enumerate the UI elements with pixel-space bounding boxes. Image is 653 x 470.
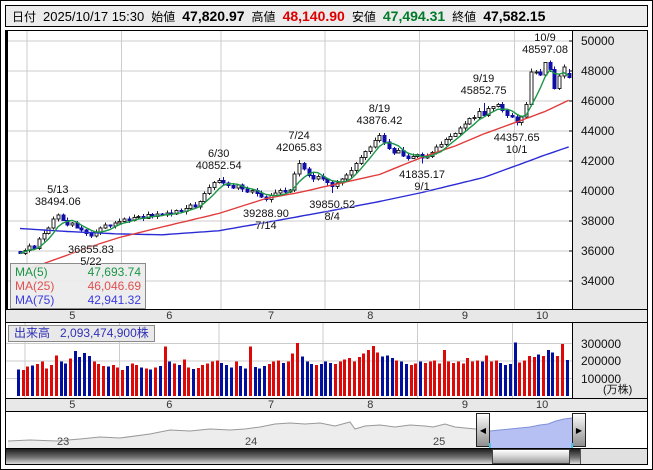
selection-start-marker xyxy=(489,443,491,450)
ma75-legend-row: MA(75) 42,941.32 xyxy=(15,293,141,307)
price-axis-label: 34000 xyxy=(581,274,615,288)
volume-chart-plot: 出来高 2,093,474,900株 xyxy=(6,323,572,398)
open-value: 47,820.97 xyxy=(182,8,245,24)
price-chart-plot: MA(5) 47,693.74 MA(25) 46,046.69 MA(75) … xyxy=(6,31,572,309)
month-label-9: 9 xyxy=(461,310,468,322)
volume-chart-row: 出来高 2,093,474,900株 300000 200000 100000 (万株… xyxy=(6,323,647,398)
ohlc-header: 日付 2025/10/17 15:30 始値 47,820.97 高値 48,1… xyxy=(5,5,648,27)
open-label: 始値 xyxy=(151,9,176,24)
date-label: 日付 xyxy=(12,9,37,24)
ma25-legend-row: MA(25) 46,046.69 xyxy=(15,279,141,293)
horizontal-scrollbar[interactable] xyxy=(6,448,647,464)
chart-frame: MA(5) 47,693.74 MA(25) 46,046.69 MA(75) … xyxy=(5,30,648,465)
volume-bars xyxy=(16,342,569,396)
price-axis-label: 36000 xyxy=(581,244,615,258)
navigator-left-arrow-button[interactable]: ◀ xyxy=(476,413,490,447)
chart-annotation-8-19: 8/19 43876.42 xyxy=(356,102,403,127)
price-axis-label: 44000 xyxy=(581,124,615,138)
chart-annotation-9-1: 41835.17 9/1 xyxy=(399,169,445,194)
scrollbar-thumb[interactable] xyxy=(492,449,570,464)
chart-annotation-10-1: 44357.65 10/1 xyxy=(493,131,540,156)
chart-annotation-7-24: 7/24 42065.83 xyxy=(276,130,323,154)
price-chart-row: MA(5) 47,693.74 MA(25) 46,046.69 MA(75) … xyxy=(6,31,647,309)
price-axis-label: 46000 xyxy=(581,94,615,108)
month-label-7: 7 xyxy=(267,310,275,322)
volume-axis-label: 300000 xyxy=(581,336,622,351)
volume-axis-panel: 300000 200000 100000 (万株) xyxy=(572,323,647,398)
chart-annotation-5-13: 5/13 38494.06 xyxy=(34,183,81,208)
date-value: 2025/10/17 15:30 xyxy=(43,8,145,24)
ma75-label: MA(75) xyxy=(15,293,55,307)
candlesticks xyxy=(18,60,572,255)
close-value: 47,582.15 xyxy=(483,8,546,24)
ma25-value: 46,046.69 xyxy=(87,279,141,293)
month-label-10: 10 xyxy=(536,399,549,411)
volume-axis-label: 200000 xyxy=(581,354,622,368)
chart-annotation-6-30: 6/30 40852.54 xyxy=(195,148,242,173)
price-axis-label: 50000 xyxy=(581,34,615,48)
ma5-line xyxy=(19,69,570,255)
month-label-8: 8 xyxy=(367,399,374,411)
navigator-year-label: 25 xyxy=(433,436,445,448)
high-value: 48,140.90 xyxy=(282,8,345,24)
low-value: 47,494.31 xyxy=(382,8,446,24)
navigator-selected-line xyxy=(489,417,573,432)
volume-axis-label: 100000 xyxy=(581,371,622,386)
ma25-line xyxy=(19,99,569,273)
ma75-line xyxy=(19,146,569,236)
volume-value: 2,093,474,900株 xyxy=(60,326,149,340)
navigator-history-line xyxy=(7,421,491,442)
low-label: 安値 xyxy=(351,9,376,24)
price-axis-ticks xyxy=(569,40,572,282)
chart-annotation-9-19: 9/19 45852.75 xyxy=(460,73,507,98)
navigator-svg: 23 24 25 xyxy=(7,417,573,448)
high-label: 高値 xyxy=(251,9,276,24)
month-label-9: 9 xyxy=(461,399,468,411)
ma75-value: 42,941.32 xyxy=(87,293,141,307)
scrollbar-track[interactable] xyxy=(6,449,580,464)
month-label-6: 6 xyxy=(166,310,173,322)
chart-annotation-5-22: 36855.83 5/22 xyxy=(67,244,114,269)
ma5-label: MA(5) xyxy=(15,265,48,279)
price-axis-label: 42000 xyxy=(581,154,615,168)
volume-axis-unit: (万株) xyxy=(603,384,633,396)
month-label-5: 5 xyxy=(69,399,76,411)
ma25-label: MA(25) xyxy=(15,279,55,293)
scrollbar-track-end xyxy=(570,449,580,464)
month-label-8: 8 xyxy=(367,310,374,322)
price-chart-svg xyxy=(8,31,572,309)
volume-total-box: 出来高 2,093,474,900株 xyxy=(8,325,155,342)
navigator-year-label: 24 xyxy=(245,436,257,448)
ma-legend: MA(5) 47,693.74 MA(25) 46,046.69 MA(75) … xyxy=(10,263,146,309)
chart-annotation-8-4: 39850.52 8/4 xyxy=(309,199,356,224)
chart-annotation-10-9: 10/9 48597.08 xyxy=(522,32,568,57)
month-label-7: 7 xyxy=(267,399,275,411)
month-label-10: 10 xyxy=(536,310,549,322)
price-axis-panel: 50000 48000 46000 44000 42000 40000 38000 36000… xyxy=(572,31,647,309)
month-axis-top: 5 6 7 8 9 10 xyxy=(6,309,647,323)
price-axis-label: 38000 xyxy=(581,214,615,228)
navigator-year-label: 23 xyxy=(57,436,69,448)
price-axis-label: 48000 xyxy=(581,64,615,78)
month-axis-bottom: 5 6 7 8 9 10 xyxy=(6,398,647,412)
scrollbar-disabled-zone xyxy=(580,449,647,464)
selection-end-marker xyxy=(571,443,573,450)
ma5-value: 47,693.74 xyxy=(87,265,141,279)
month-label-6: 6 xyxy=(166,399,173,411)
volume-label: 出来高 xyxy=(14,326,51,340)
volume-chart-svg xyxy=(6,323,572,398)
close-label: 終値 xyxy=(452,9,477,24)
price-axis-label: 40000 xyxy=(581,184,615,198)
month-label-5: 5 xyxy=(69,310,76,322)
ma5-legend-row: MA(5) 47,693.74 xyxy=(15,265,141,279)
chart-annotation-7-14: 39288.90 7/14 xyxy=(243,207,289,232)
history-navigator[interactable]: 23 24 25 ◀ ▶ xyxy=(6,412,647,450)
navigator-right-arrow-button[interactable]: ▶ xyxy=(572,413,586,447)
